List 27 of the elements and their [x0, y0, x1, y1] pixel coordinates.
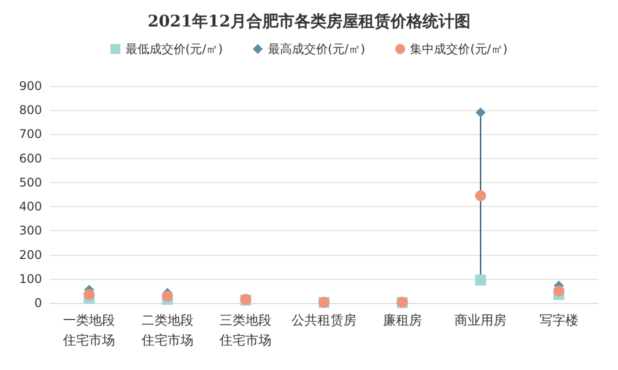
y-tick-label: 0 — [34, 296, 42, 310]
y-tick-label: 600 — [19, 151, 42, 166]
x-tick-label: 廉租房 — [382, 312, 422, 328]
y-tick-label: 200 — [19, 248, 42, 262]
x-tick-label: 二类地段住宅市场 — [140, 314, 194, 348]
y-tick-label: 500 — [19, 175, 42, 190]
x-tick-label: 一类地段住宅市场 — [62, 314, 116, 348]
x-tick-label: 三类地段住宅市场 — [218, 314, 272, 348]
legend-label: 最高成交价(元/㎡) — [268, 42, 366, 56]
y-tick-label: 900 — [19, 79, 42, 93]
point — [162, 290, 173, 302]
y-tick-label: 700 — [19, 127, 42, 142]
point — [475, 274, 486, 286]
y-tick-label: 400 — [19, 200, 42, 214]
y-tick-label: 100 — [19, 272, 42, 286]
chart-title: 2021年12月合肥市各类房屋租赁价格统计图 — [148, 12, 470, 30]
point — [84, 289, 95, 300]
x-tick-label: 商业用房 — [454, 312, 507, 328]
point — [475, 190, 486, 202]
point — [476, 108, 486, 118]
legend-label: 最低成交价(元/㎡) — [125, 42, 223, 56]
x-tick-label: 写字楼 — [539, 312, 578, 328]
legend-label: 集中成交价(元/㎡) — [410, 42, 508, 56]
x-tick-label: 公共租赁房 — [292, 312, 356, 328]
y-tick-label: 300 — [19, 224, 42, 238]
y-tick-label: 800 — [19, 103, 42, 118]
point — [553, 285, 564, 296]
